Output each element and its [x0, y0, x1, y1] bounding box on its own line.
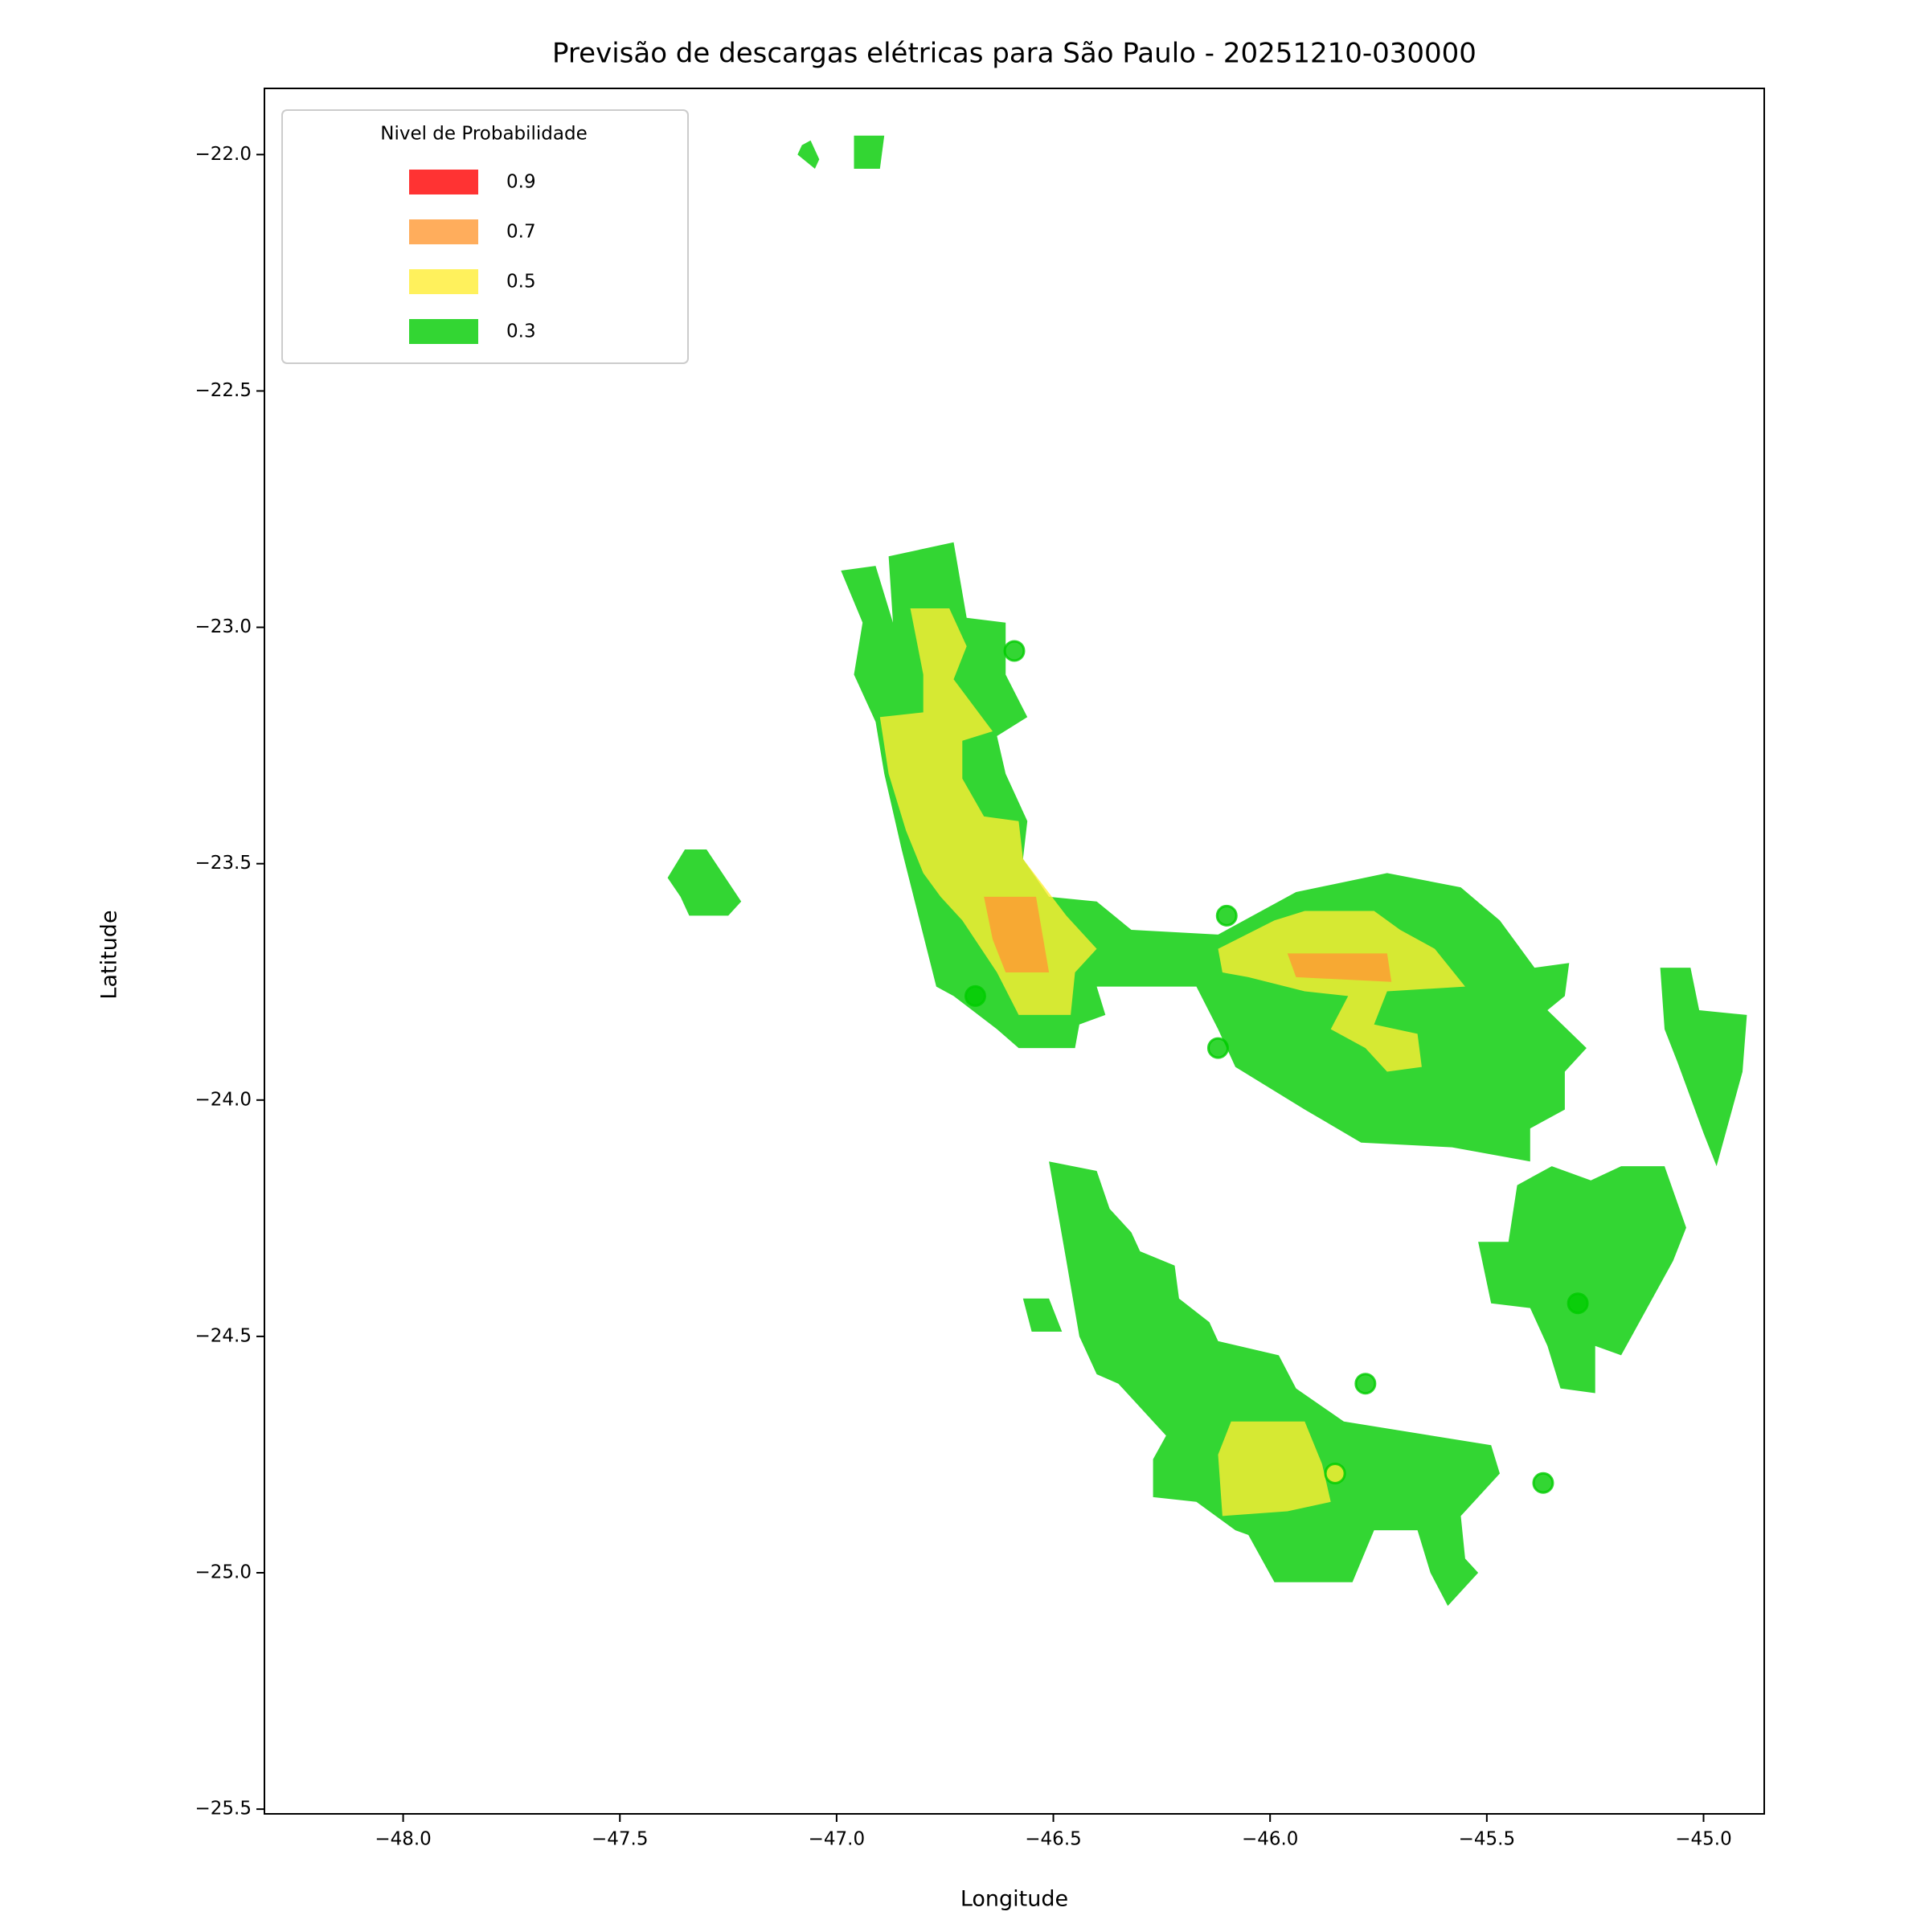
probability-region	[1478, 1166, 1686, 1394]
probability-region	[854, 135, 885, 169]
point-marker	[1567, 1292, 1589, 1315]
probability-region	[667, 849, 742, 916]
point-marker	[1003, 640, 1026, 662]
legend-label: 0.5	[506, 272, 536, 293]
legend-swatch	[409, 219, 478, 244]
legend-label: 0.9	[506, 172, 536, 193]
x-tick-label: −46.0	[1242, 1829, 1298, 1850]
y-tick-label: −23.0	[195, 616, 252, 637]
x-tick-label: −48.0	[375, 1829, 431, 1850]
point-marker	[1532, 1472, 1554, 1494]
chart-title: Previsão de descargas elétricas para São…	[552, 38, 1476, 70]
legend-title: Nivel de Probabilidade	[380, 124, 588, 145]
y-tick-label: −25.0	[195, 1562, 252, 1583]
probability-region	[879, 608, 1097, 1015]
probability-region	[1049, 1161, 1500, 1607]
x-tick-label: −47.5	[592, 1829, 648, 1850]
probability-region	[1660, 968, 1747, 1167]
legend-swatch	[409, 269, 478, 294]
probability-region	[1218, 1421, 1331, 1517]
probability-region	[797, 140, 820, 169]
point-marker	[1324, 1462, 1346, 1484]
y-tick-label: −24.0	[195, 1089, 252, 1110]
x-tick-label: −45.0	[1675, 1829, 1731, 1850]
legend-swatch	[409, 319, 478, 344]
x-tick-label: −47.0	[809, 1829, 865, 1850]
legend: Nivel de Probabilidade 0.9 0.7 0.5 0.3	[281, 109, 689, 364]
point-marker	[1354, 1373, 1377, 1395]
point-marker	[964, 984, 986, 1007]
x-tick-label: −46.5	[1025, 1829, 1081, 1850]
y-tick-label: −25.5	[195, 1799, 252, 1819]
x-axis-label: Longitude	[960, 1887, 1068, 1912]
y-tick-label: −22.5	[195, 380, 252, 401]
plot-area: −48.0 −47.5 −47.0 −46.5 −46.0 −45.5 −45.0 −22.0…	[195, 88, 1765, 1850]
probability-region	[1218, 911, 1465, 1072]
y-tick-label: −24.5	[195, 1325, 252, 1346]
probability-region	[1287, 953, 1392, 982]
legend-label: 0.7	[506, 222, 536, 243]
y-tick-label: −23.5	[195, 853, 252, 874]
legend-box	[281, 109, 689, 364]
x-tick-label: −45.5	[1459, 1829, 1515, 1850]
contour-layer	[667, 135, 1747, 1607]
probability-region	[984, 896, 1050, 972]
point-marker	[1215, 904, 1238, 927]
point-marker	[1206, 1037, 1229, 1059]
legend-label: 0.3	[506, 321, 536, 342]
legend-swatch	[409, 170, 478, 194]
probability-region	[1022, 1298, 1063, 1332]
y-tick-label: −22.0	[195, 144, 252, 165]
y-axis-label: Latitude	[97, 910, 122, 999]
plot-frame	[264, 88, 1765, 1815]
